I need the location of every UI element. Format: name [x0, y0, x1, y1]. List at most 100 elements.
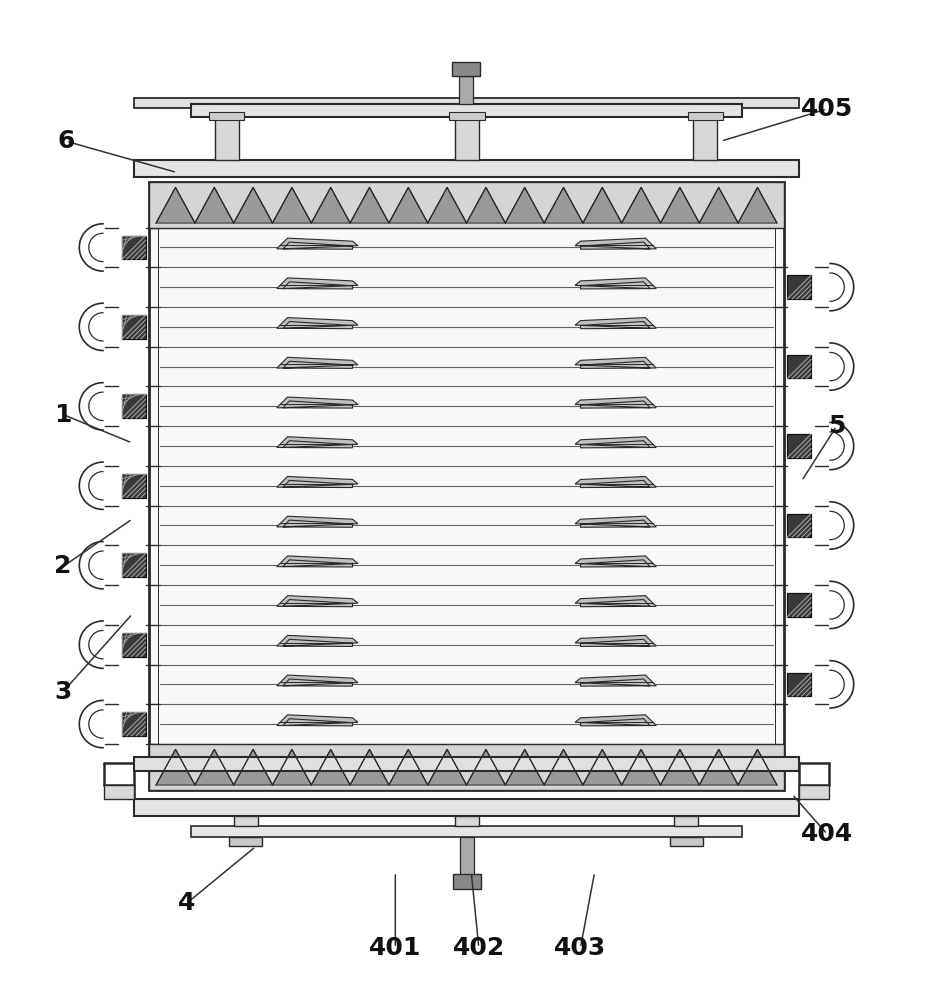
Polygon shape — [622, 749, 661, 785]
Polygon shape — [583, 749, 622, 785]
Polygon shape — [700, 749, 738, 785]
Bar — [149, 182, 784, 790]
Bar — [104, 785, 134, 799]
Bar — [687, 112, 723, 120]
Polygon shape — [575, 278, 656, 289]
Bar — [122, 712, 146, 736]
Polygon shape — [277, 556, 358, 567]
Bar — [229, 837, 263, 846]
Polygon shape — [427, 749, 466, 785]
Bar — [453, 874, 481, 889]
Polygon shape — [195, 749, 233, 785]
Polygon shape — [277, 238, 358, 249]
Bar — [134, 160, 799, 177]
Polygon shape — [311, 187, 350, 223]
Polygon shape — [233, 749, 272, 785]
Polygon shape — [277, 675, 358, 686]
Bar — [452, 62, 480, 76]
Polygon shape — [575, 357, 656, 368]
Bar — [693, 117, 717, 160]
Polygon shape — [277, 318, 358, 329]
Polygon shape — [575, 556, 656, 567]
Text: 4: 4 — [178, 891, 195, 915]
Bar — [787, 673, 811, 696]
Polygon shape — [277, 476, 358, 488]
Polygon shape — [195, 187, 233, 223]
Polygon shape — [545, 749, 583, 785]
Bar — [122, 553, 146, 577]
Polygon shape — [156, 749, 195, 785]
Polygon shape — [575, 596, 656, 607]
Polygon shape — [575, 715, 656, 726]
Polygon shape — [277, 715, 358, 726]
Bar — [787, 355, 811, 378]
Bar — [122, 315, 146, 339]
Bar — [134, 799, 799, 816]
Text: 5: 5 — [828, 414, 845, 438]
Text: 1: 1 — [54, 403, 71, 427]
Polygon shape — [575, 318, 656, 329]
Bar — [449, 112, 485, 120]
Polygon shape — [575, 675, 656, 686]
Text: 402: 402 — [453, 936, 505, 960]
Text: 2: 2 — [54, 554, 71, 578]
Polygon shape — [277, 516, 358, 527]
Bar — [122, 394, 146, 418]
Polygon shape — [350, 187, 389, 223]
Polygon shape — [277, 397, 358, 408]
Polygon shape — [272, 749, 311, 785]
Bar — [787, 514, 811, 537]
Bar — [134, 757, 799, 771]
Bar — [674, 816, 698, 826]
Polygon shape — [311, 749, 350, 785]
Polygon shape — [389, 187, 427, 223]
Polygon shape — [583, 187, 622, 223]
Bar — [460, 837, 474, 875]
Bar — [799, 785, 829, 799]
Polygon shape — [389, 749, 427, 785]
Bar — [191, 826, 742, 837]
Polygon shape — [466, 749, 506, 785]
Polygon shape — [466, 187, 506, 223]
Polygon shape — [350, 749, 389, 785]
Polygon shape — [277, 278, 358, 289]
Text: 401: 401 — [369, 936, 422, 960]
Bar — [149, 182, 784, 228]
Polygon shape — [277, 596, 358, 607]
Bar — [455, 816, 479, 826]
Text: 6: 6 — [57, 129, 74, 153]
Text: 404: 404 — [801, 822, 853, 846]
Polygon shape — [575, 635, 656, 646]
Polygon shape — [427, 187, 466, 223]
Polygon shape — [661, 187, 700, 223]
Bar — [669, 837, 703, 846]
Polygon shape — [156, 187, 195, 223]
Bar — [459, 76, 473, 104]
Bar — [215, 117, 239, 160]
Bar — [122, 236, 146, 259]
Bar — [787, 275, 811, 299]
Polygon shape — [575, 516, 656, 527]
Polygon shape — [661, 749, 700, 785]
Bar — [787, 593, 811, 617]
Bar — [122, 474, 146, 498]
Bar — [122, 633, 146, 657]
Bar — [158, 192, 775, 780]
Bar — [787, 434, 811, 458]
Polygon shape — [575, 476, 656, 488]
Text: 405: 405 — [801, 97, 853, 121]
Polygon shape — [272, 187, 311, 223]
Polygon shape — [575, 238, 656, 249]
Bar — [149, 744, 784, 790]
Polygon shape — [575, 437, 656, 448]
Polygon shape — [575, 397, 656, 408]
Polygon shape — [277, 357, 358, 368]
Polygon shape — [545, 187, 583, 223]
Text: 3: 3 — [54, 680, 71, 704]
Polygon shape — [233, 187, 272, 223]
Polygon shape — [506, 187, 545, 223]
Polygon shape — [622, 187, 661, 223]
Polygon shape — [738, 749, 777, 785]
Bar — [209, 112, 245, 120]
Bar — [134, 98, 799, 108]
